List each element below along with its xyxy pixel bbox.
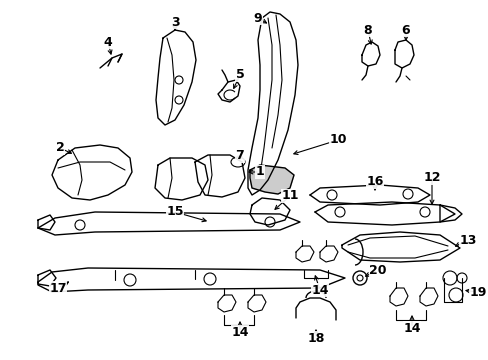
Text: 14: 14 (311, 284, 328, 297)
Text: 14: 14 (231, 325, 248, 338)
Text: 18: 18 (306, 332, 324, 345)
Text: 2: 2 (56, 141, 64, 154)
Polygon shape (249, 165, 293, 194)
Text: 4: 4 (103, 36, 112, 49)
Text: 16: 16 (366, 175, 383, 189)
Text: 6: 6 (401, 23, 409, 36)
Text: 20: 20 (368, 264, 386, 276)
Text: 19: 19 (468, 285, 486, 298)
Text: 10: 10 (328, 134, 346, 147)
Text: 13: 13 (458, 234, 476, 247)
Text: 9: 9 (253, 12, 262, 24)
Text: 17: 17 (49, 282, 67, 294)
Text: 11: 11 (281, 189, 298, 202)
Text: 3: 3 (170, 15, 179, 28)
Text: 14: 14 (403, 321, 420, 334)
Text: 5: 5 (235, 68, 244, 81)
Text: 8: 8 (363, 23, 371, 36)
Text: 1: 1 (255, 166, 264, 179)
Text: 7: 7 (235, 149, 244, 162)
Text: 12: 12 (423, 171, 440, 184)
Text: 15: 15 (166, 206, 183, 219)
